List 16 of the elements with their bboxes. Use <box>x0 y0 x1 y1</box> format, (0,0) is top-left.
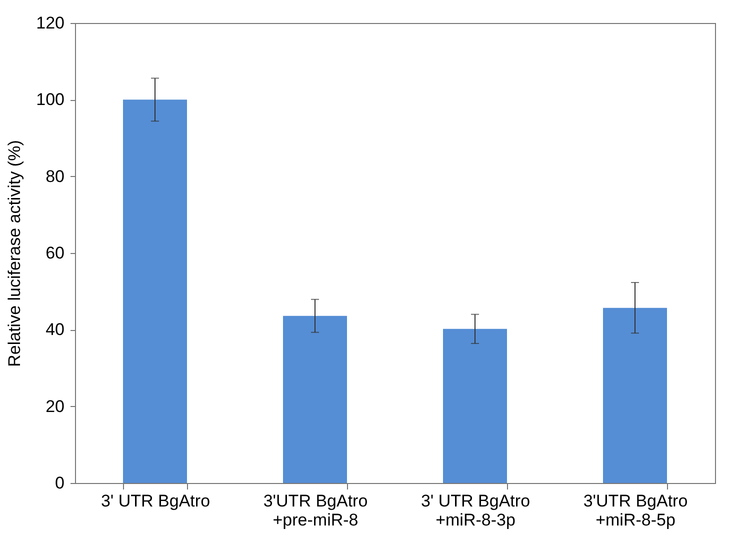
bar <box>443 328 507 483</box>
y-tick-label: 100 <box>36 90 64 110</box>
y-tick-label: 60 <box>46 244 64 262</box>
y-axis-title: Relative luciferase activity (%) <box>5 140 24 367</box>
y-tick-label: 0 <box>55 474 64 492</box>
y-tick-label: 120 <box>36 14 64 32</box>
bar <box>283 316 347 483</box>
bar <box>123 100 187 483</box>
y-tick-label: 40 <box>46 320 64 340</box>
x-tick-label: 3' UTR BgAtro <box>100 492 210 510</box>
x-tick-label: 3'UTR BgAtro +miR-8-5p <box>583 492 688 530</box>
y-tick-label: 20 <box>46 396 64 416</box>
x-tick-label: 3'UTR BgAtro +pre-miR-8 <box>263 492 368 530</box>
x-tick-label: 3' UTR BgAtro +miR-8-3p <box>420 492 530 530</box>
bar <box>603 308 667 483</box>
y-tick-label: 80 <box>46 166 64 186</box>
